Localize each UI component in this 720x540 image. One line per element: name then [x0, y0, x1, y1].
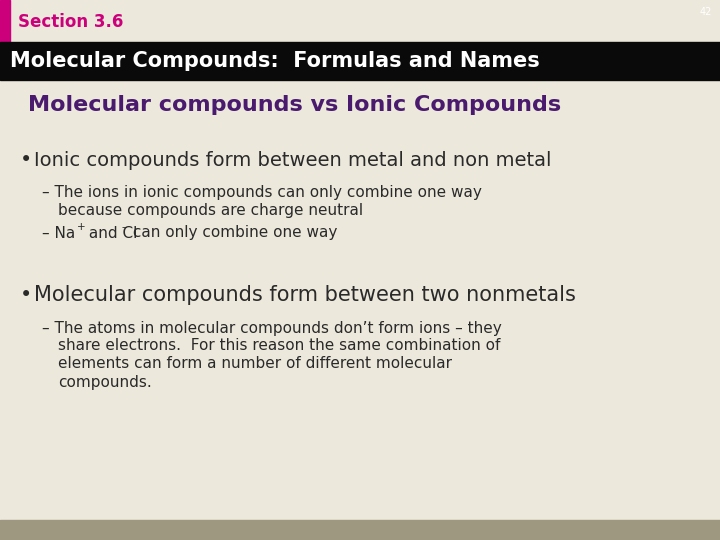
Text: Ionic compounds form between metal and non metal: Ionic compounds form between metal and n… [34, 151, 552, 170]
Text: and Cl: and Cl [84, 226, 138, 240]
Bar [0, 0, 10, 42]
Text: +: + [77, 222, 86, 232]
Bar [0, 520, 720, 540]
Text: Molecular compounds vs Ionic Compounds: Molecular compounds vs Ionic Compounds [28, 95, 561, 115]
Text: compounds.: compounds. [58, 375, 152, 389]
Text: because compounds are charge neutral: because compounds are charge neutral [58, 202, 363, 218]
Text: elements can form a number of different molecular: elements can form a number of different … [58, 356, 452, 372]
Text: can only combine one way: can only combine one way [128, 226, 338, 240]
Text: Section 3.6: Section 3.6 [18, 13, 123, 31]
Text: •: • [20, 285, 32, 305]
Text: –: – [121, 222, 126, 232]
Bar [0, 42, 720, 80]
Text: – The ions in ionic compounds can only combine one way: – The ions in ionic compounds can only c… [42, 185, 482, 199]
Text: – The atoms in molecular compounds don’t form ions – they: – The atoms in molecular compounds don’t… [42, 321, 502, 335]
Text: share electrons.  For this reason the same combination of: share electrons. For this reason the sam… [58, 339, 500, 354]
Text: Molecular compounds form between two nonmetals: Molecular compounds form between two non… [34, 285, 576, 305]
Text: – Na: – Na [42, 226, 76, 240]
Text: 42: 42 [700, 7, 712, 17]
Text: •: • [20, 150, 32, 170]
Text: Molecular Compounds:  Formulas and Names: Molecular Compounds: Formulas and Names [10, 51, 540, 71]
